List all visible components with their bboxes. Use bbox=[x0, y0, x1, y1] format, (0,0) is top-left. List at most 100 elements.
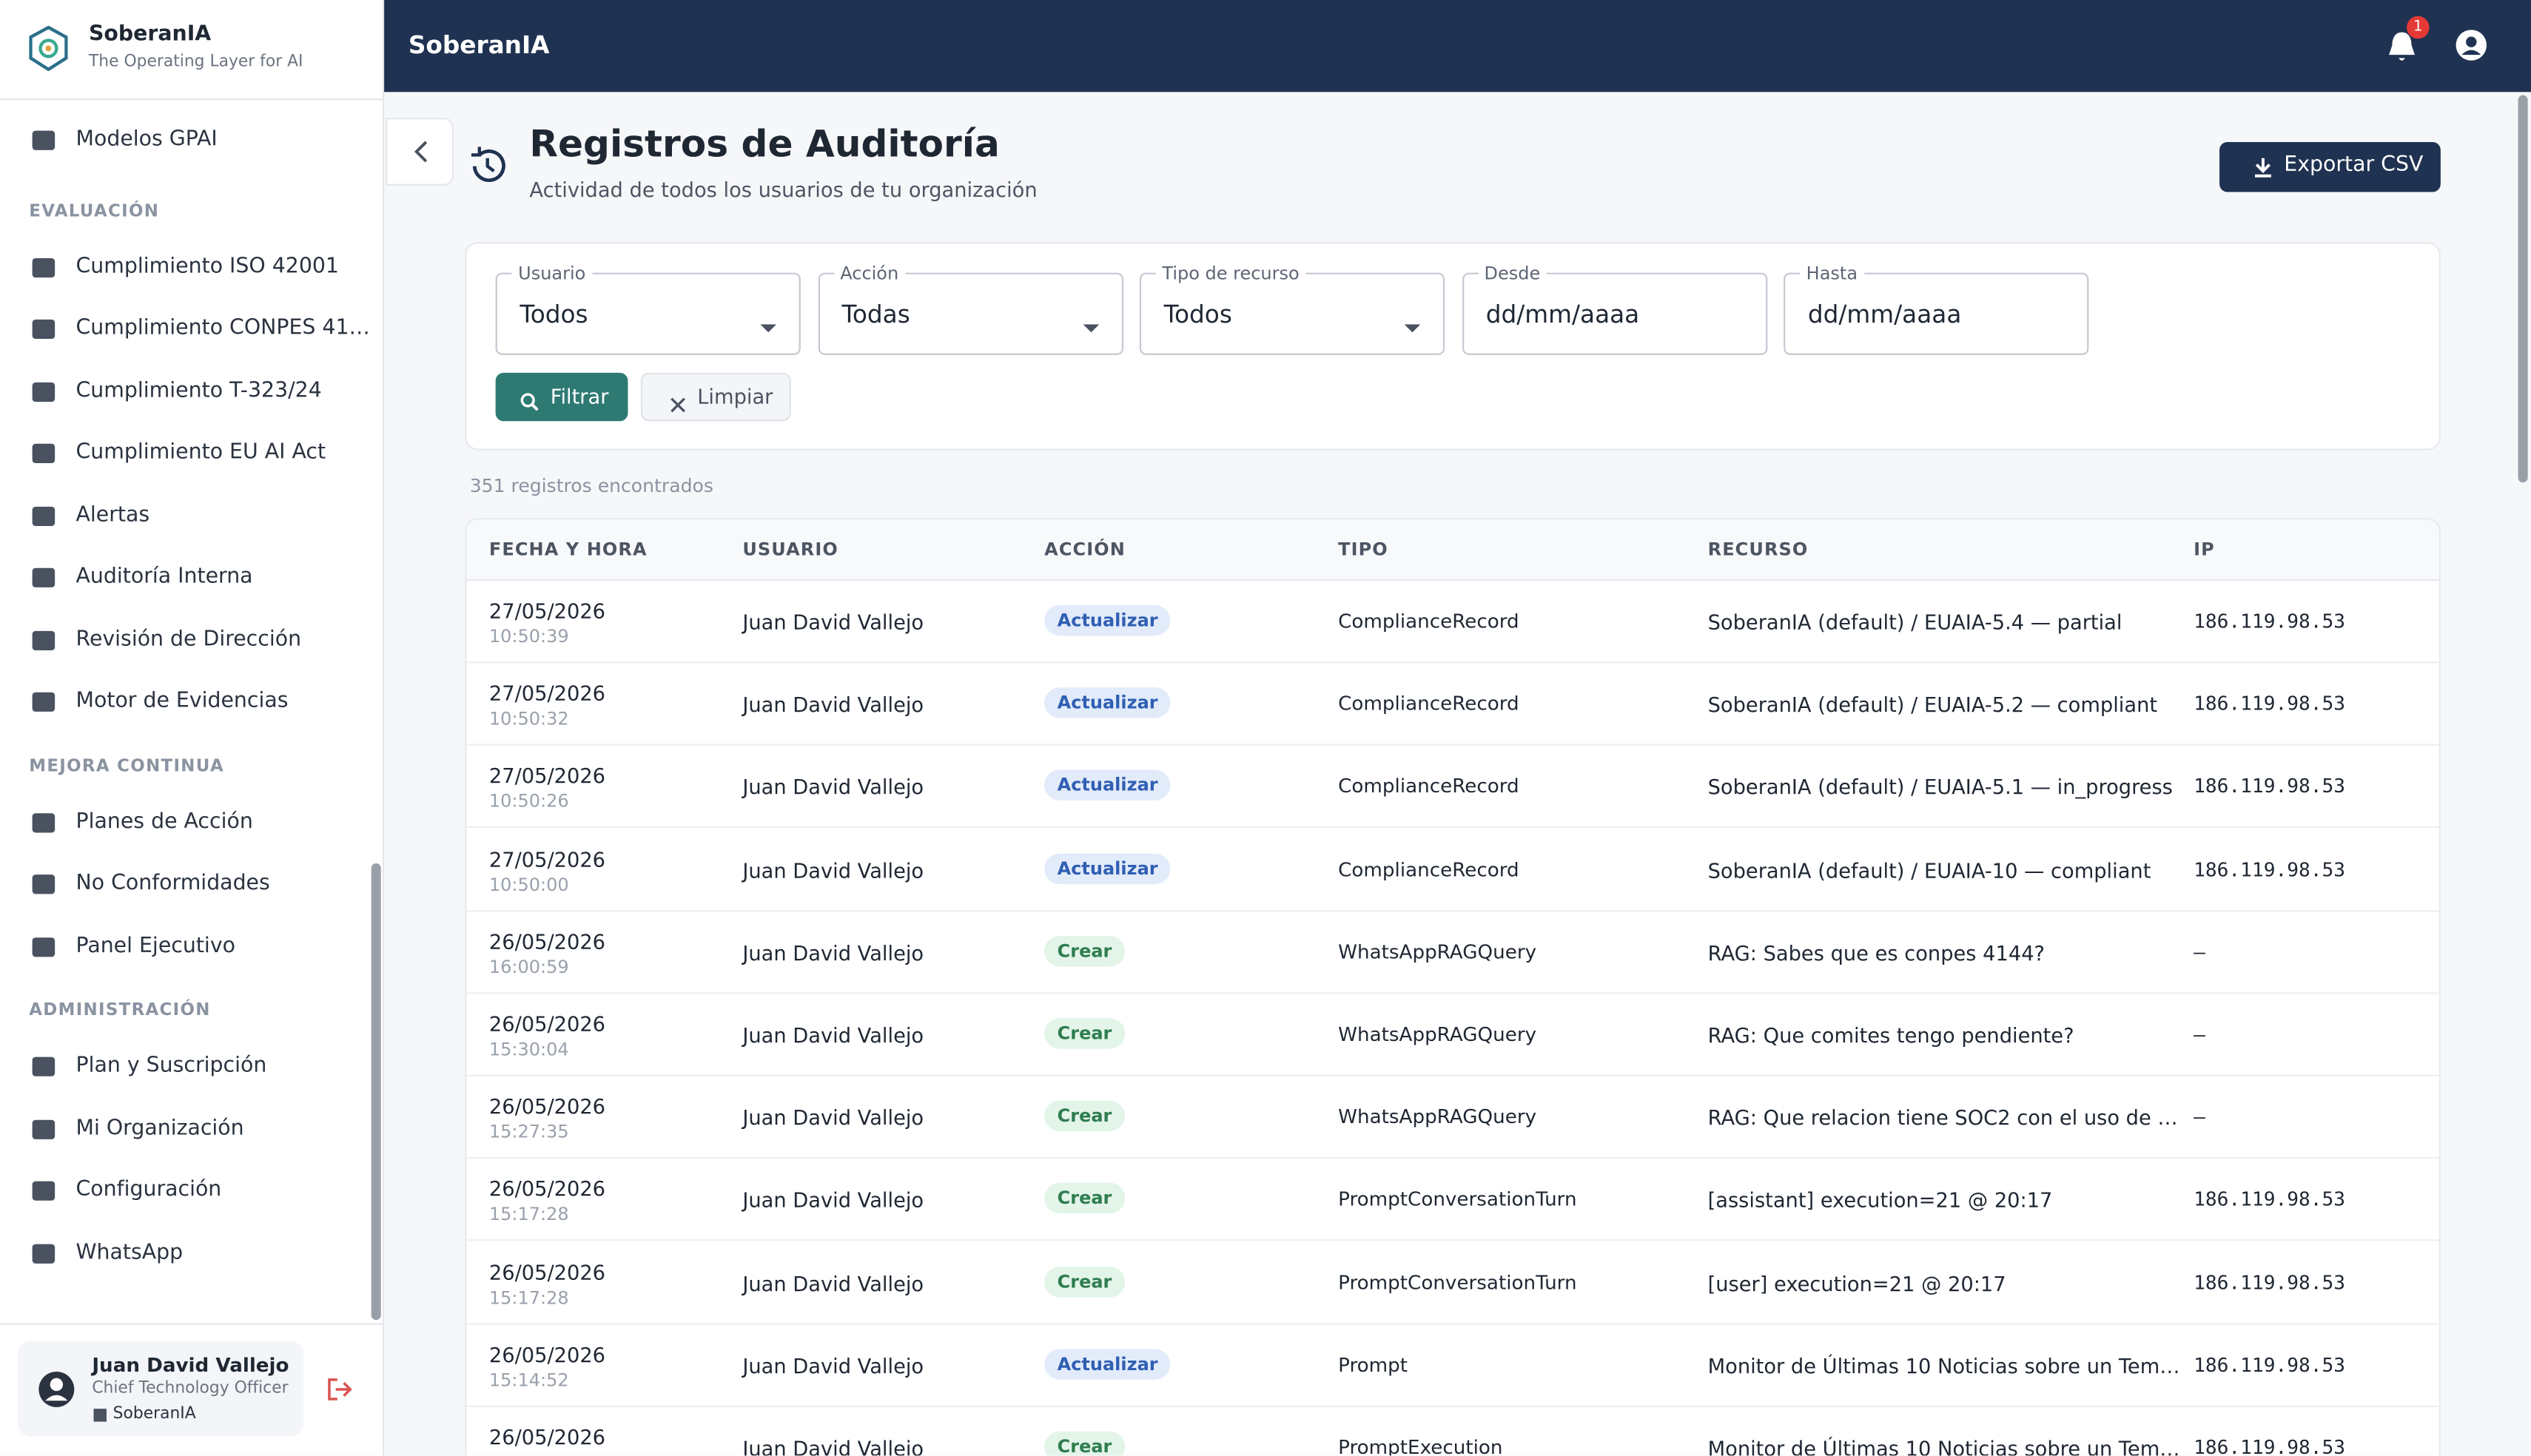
table-row[interactable]: 26/05/2026 16:00:59 Juan David Vallejo Crea… bbox=[466, 911, 2439, 994]
nav-item[interactable]: Planes de Acción bbox=[75, 809, 253, 834]
nav-item[interactable]: Revisión de Dirección bbox=[75, 627, 302, 652]
action-badge: Crear bbox=[1044, 1431, 1125, 1456]
notification-badge: 1 bbox=[2407, 16, 2430, 39]
user: Juan David Vallejo bbox=[742, 857, 924, 883]
time: 10:50:32 bbox=[488, 708, 569, 730]
resource-type: ComplianceRecord bbox=[1338, 610, 1519, 633]
user-org: SoberanIA bbox=[112, 1405, 196, 1423]
filter-button-label: Filtrar bbox=[550, 384, 609, 408]
nav-item[interactable]: Cumplimiento T-323/24 bbox=[75, 378, 322, 403]
resource-type: ComplianceRecord bbox=[1338, 692, 1519, 715]
nav-item[interactable]: Cumplimiento CONPES 41… bbox=[75, 316, 370, 341]
filter-label: Hasta bbox=[1799, 263, 1864, 284]
table-row[interactable]: 26/05/2026 Juan David Vallejo Crear PromptE… bbox=[466, 1407, 2438, 1456]
filter-value: Todos bbox=[1163, 300, 1232, 329]
nav-item[interactable]: WhatsApp bbox=[75, 1240, 184, 1264]
action-badge: Crear bbox=[1044, 1266, 1125, 1297]
divider bbox=[0, 1323, 383, 1325]
sidebar-scrollbar bbox=[371, 863, 381, 1321]
user: Juan David Vallejo bbox=[742, 1353, 924, 1378]
section-title: ADMINISTRACIÓN bbox=[29, 1000, 211, 1020]
column-header: IP bbox=[2194, 539, 2215, 560]
icon bbox=[29, 314, 58, 343]
nav-item[interactable]: Cumplimiento ISO 42001 bbox=[75, 254, 339, 279]
table-row[interactable]: 26/05/2026 15:27:35 Juan David Vallejo Crea… bbox=[466, 1076, 2439, 1159]
table-row[interactable]: 26/05/2026 15:30:04 Juan David Vallejo Crea… bbox=[466, 994, 2439, 1076]
nav-item[interactable]: Mi Organización bbox=[75, 1116, 244, 1140]
section-title: EVALUACIÓN bbox=[29, 200, 160, 220]
resource-type: ComplianceRecord bbox=[1338, 857, 1519, 881]
icon bbox=[29, 563, 58, 592]
date: 26/05/2026 bbox=[488, 1011, 606, 1037]
collapse-button[interactable] bbox=[386, 118, 454, 186]
time: 15:17:28 bbox=[488, 1204, 569, 1226]
user: Juan David Vallejo bbox=[742, 1022, 924, 1048]
nav-item[interactable]: Motor de Evidencias bbox=[75, 689, 289, 714]
topbar-title: SoberanIA bbox=[408, 30, 550, 60]
action-badge: Actualizar bbox=[1044, 604, 1172, 636]
icon bbox=[29, 501, 58, 530]
table-row[interactable]: 27/05/2026 10:50:00 Juan David Vallejo Actu… bbox=[466, 829, 2439, 911]
clear-button-label: Limpiar bbox=[697, 384, 773, 408]
date: 26/05/2026 bbox=[488, 1342, 606, 1366]
icon bbox=[29, 932, 58, 961]
filter-value: Todos bbox=[520, 300, 588, 329]
resource: SoberanIA (default) / EUAIA-5.1 — in_pro… bbox=[1707, 775, 2173, 800]
date: 26/05/2026 bbox=[488, 1424, 606, 1449]
brand-tagline: The Operating Layer for AI bbox=[88, 53, 303, 71]
account-button[interactable] bbox=[2455, 29, 2487, 61]
table-row[interactable]: 26/05/2026 15:17:28 Juan David Vallejo Crea… bbox=[466, 1159, 2439, 1242]
resource: SoberanIA (default) / EUAIA-10 — complia… bbox=[1707, 857, 2151, 883]
filter-button[interactable]: Filtrar bbox=[495, 372, 628, 422]
export-button[interactable]: Exportar CSV bbox=[2219, 141, 2441, 192]
filter-field[interactable]: dd/mm/aaaa bbox=[1784, 272, 2089, 355]
icon bbox=[29, 625, 58, 654]
ip: 186.119.98.53 bbox=[2194, 1270, 2345, 1294]
clear-button[interactable]: Limpiar bbox=[640, 372, 791, 422]
date: 27/05/2026 bbox=[488, 681, 606, 706]
page-title: Registros de Auditoría bbox=[529, 124, 1000, 166]
filter-field[interactable]: Todos bbox=[1139, 272, 1445, 355]
filter-field[interactable]: Todas bbox=[817, 272, 1123, 355]
nav-item[interactable]: Auditoría Interna bbox=[75, 564, 253, 590]
filter-field[interactable]: Todos bbox=[495, 272, 801, 355]
nav-item[interactable]: Plan y Suscripción bbox=[75, 1054, 267, 1078]
filter-value: dd/mm/aaaa bbox=[1485, 300, 1640, 329]
ip: 186.119.98.53 bbox=[2194, 1436, 2345, 1456]
nav-item[interactable]: Panel Ejecutivo bbox=[75, 933, 235, 958]
filter-label: Tipo de recurso bbox=[1155, 263, 1306, 284]
nav-item[interactable]: Configuración bbox=[75, 1178, 222, 1202]
time: 15:17:28 bbox=[488, 1287, 569, 1309]
resource: Monitor de Últimas 10 Noticias sobre un … bbox=[1707, 1353, 2180, 1378]
user: Juan David Vallejo bbox=[742, 1188, 924, 1213]
nav-item[interactable]: Cumplimiento EU AI Act bbox=[75, 440, 326, 465]
notifications-button[interactable] bbox=[2386, 29, 2419, 64]
resource: SoberanIA (default) / EUAIA-5.4 — partia… bbox=[1707, 610, 2122, 635]
time: 15:14:52 bbox=[488, 1369, 569, 1391]
table-row[interactable]: 27/05/2026 10:50:26 Juan David Vallejo Actu… bbox=[466, 746, 2439, 829]
table-row[interactable]: 27/05/2026 10:50:32 Juan David Vallejo Actu… bbox=[466, 664, 2439, 746]
filter-label: Desde bbox=[1477, 263, 1547, 284]
dropdown-arrow bbox=[1082, 310, 1099, 333]
action-badge: Crear bbox=[1044, 1018, 1125, 1049]
filter-field[interactable]: dd/mm/aaaa bbox=[1462, 272, 1767, 355]
resource: Monitor de Últimas 10 Noticias sobre un … bbox=[1707, 1436, 2180, 1456]
column-header: USUARIO bbox=[742, 539, 838, 560]
nav-item[interactable]: Modelos GPAI bbox=[75, 127, 218, 152]
table-row[interactable]: 26/05/2026 15:14:52 Juan David Vallejo Actu… bbox=[466, 1324, 2439, 1407]
icon bbox=[29, 377, 58, 405]
table-row[interactable]: 26/05/2026 15:17:28 Juan David Vallejo Crea… bbox=[466, 1242, 2439, 1324]
org-icon bbox=[93, 1409, 107, 1422]
download-icon bbox=[2252, 155, 2275, 178]
resource: RAG: Sabes que es conpes 4144? bbox=[1707, 940, 2046, 965]
table-row[interactable]: 27/05/2026 10:50:39 Juan David Vallejo Actu… bbox=[466, 581, 2439, 664]
user-role: Chief Technology Officer bbox=[92, 1379, 289, 1398]
icon bbox=[29, 126, 58, 155]
nav-item[interactable]: No Conformidades bbox=[75, 871, 270, 896]
nav-item[interactable]: Alertas bbox=[75, 502, 150, 528]
logout-button[interactable] bbox=[324, 1375, 353, 1403]
user: Juan David Vallejo bbox=[742, 692, 924, 717]
date: 27/05/2026 bbox=[488, 846, 606, 871]
time: 10:50:26 bbox=[488, 791, 569, 812]
